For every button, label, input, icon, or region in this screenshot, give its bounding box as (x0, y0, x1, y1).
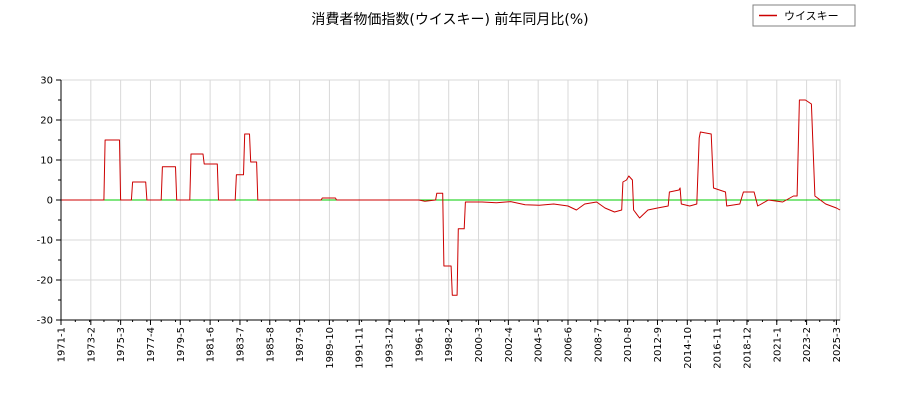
x-tick-label: 2016-11 (713, 327, 724, 369)
x-tick-label: 2010-8 (623, 327, 634, 362)
x-tick-label: 2023-2 (802, 327, 813, 362)
legend-label: ウイスキー (784, 10, 839, 23)
x-tick-label: 1983-7 (235, 327, 246, 362)
x-tick-label: 2008-7 (593, 327, 604, 362)
x-tick-label: 1971-1 (57, 327, 68, 362)
y-tick-label: 10 (40, 156, 53, 167)
x-tick-label: 1985-8 (265, 327, 276, 362)
x-tick-label: 1973-2 (86, 327, 97, 362)
x-tick-label: 2004-5 (534, 327, 545, 362)
chart-title: 消費者物価指数(ウイスキー) 前年同月比(%) (311, 11, 588, 28)
x-tick-label: 1975-3 (116, 327, 127, 362)
x-tick-label: 2018-12 (742, 327, 753, 369)
x-tick-label: 1977-4 (146, 327, 157, 362)
y-tick-label: 20 (40, 116, 53, 127)
y-tick-label: -10 (37, 236, 53, 247)
x-tick-label: 1979-5 (176, 327, 187, 362)
y-tick-label: -20 (37, 276, 53, 287)
x-tick-label: 2012-9 (653, 327, 664, 362)
series-line-whisky (61, 99, 841, 296)
x-tick-label: 2021-1 (772, 327, 783, 362)
y-tick-label: 0 (47, 196, 53, 207)
y-tick-label: 30 (40, 76, 53, 87)
x-tick-label: 2006-6 (564, 327, 575, 362)
x-tick-label: 2000-3 (474, 327, 485, 362)
x-tick-label: 1981-6 (206, 327, 217, 362)
x-tick-label: 2002-4 (504, 327, 515, 362)
x-tick-label: 1989-10 (325, 327, 336, 369)
x-tick-label: 2025-3 (832, 327, 843, 362)
x-tick-label: 1987-9 (295, 327, 306, 362)
x-tick-label: 1998-2 (444, 327, 455, 362)
legend: ウイスキー (752, 4, 856, 27)
x-tick-label: 1996-1 (414, 327, 425, 362)
y-tick-label: -30 (37, 316, 53, 327)
series-layer (61, 99, 841, 296)
legend-box (752, 4, 856, 27)
x-tick-label: 1991-11 (355, 327, 366, 369)
x-tick-label: 1993-12 (385, 327, 396, 369)
axes: -30 -20 -10 0 10 20 30 1971-1 1973-2 1975-3 1977-4… (37, 76, 843, 369)
x-tick-label: 2014-10 (683, 327, 694, 369)
